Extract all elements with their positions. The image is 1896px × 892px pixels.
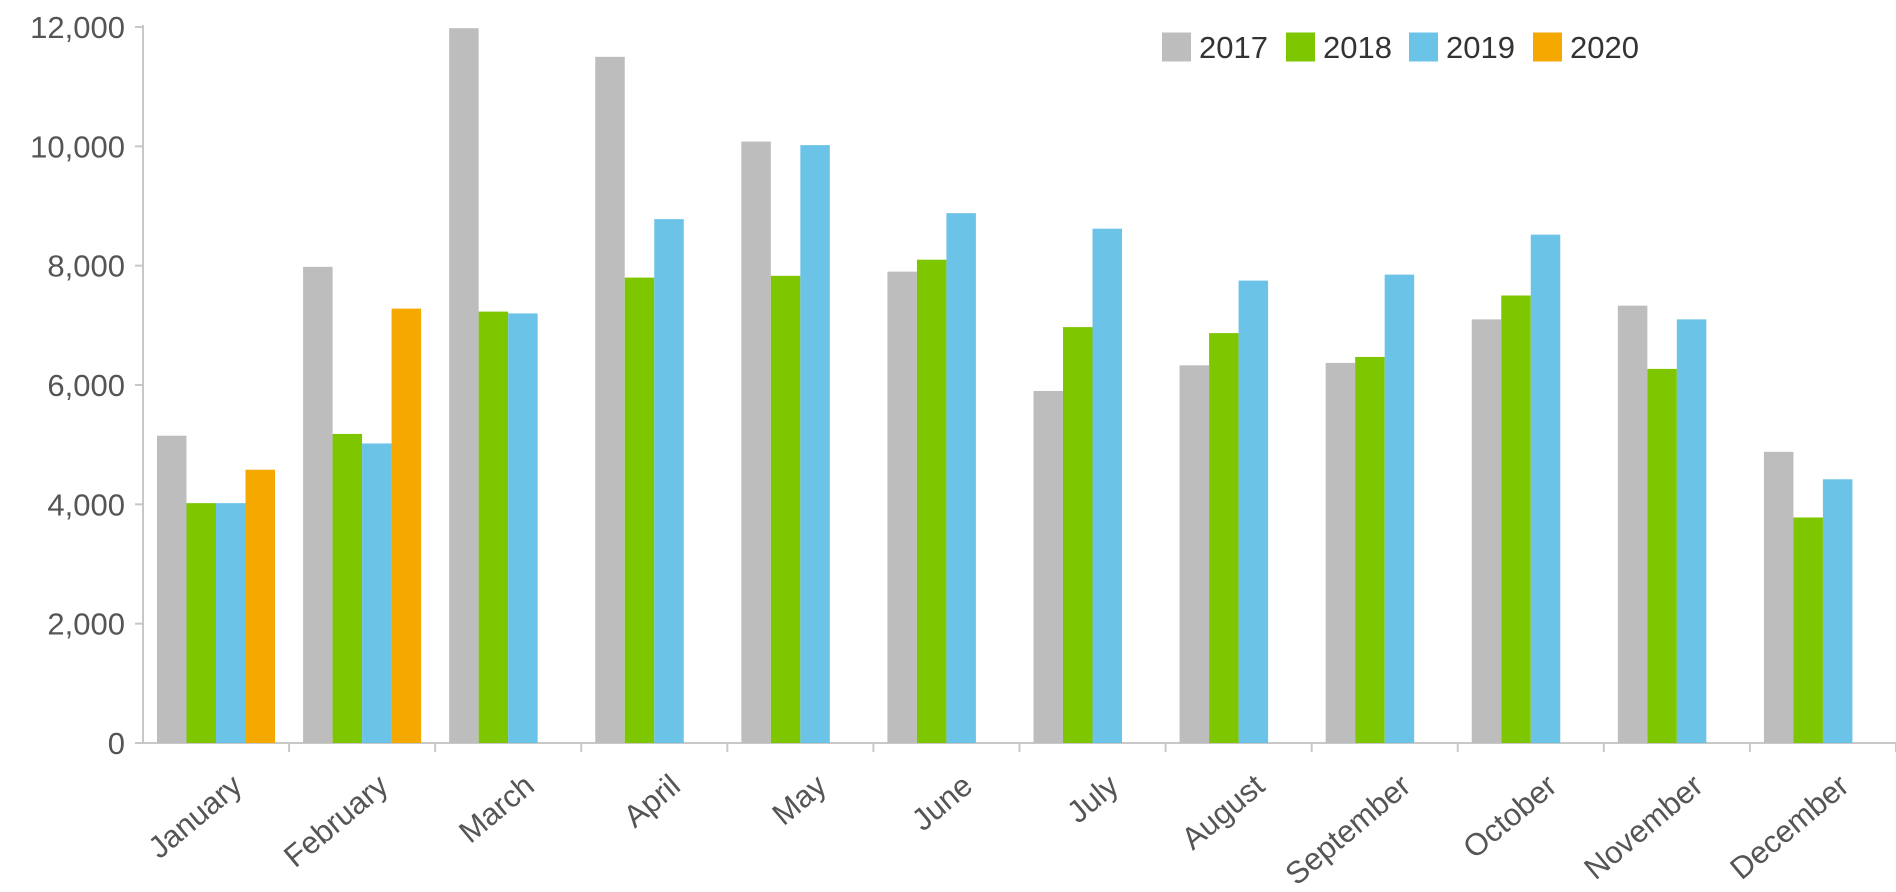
x-tick-label: January bbox=[142, 767, 249, 865]
legend-item-2017: 2017 bbox=[1162, 30, 1268, 65]
bar-2020-february bbox=[391, 308, 422, 743]
y-axis: 0 2,000 4,000 6,000 8,000 10,000 12,000 bbox=[30, 10, 144, 761]
bar-2018-march bbox=[478, 311, 509, 743]
x-tick-label: August bbox=[1175, 767, 1272, 856]
bar-2017-may bbox=[741, 141, 771, 743]
x-tick-label: October bbox=[1456, 768, 1563, 866]
bar-2017-february bbox=[303, 266, 333, 743]
x-tick-label: September bbox=[1279, 768, 1418, 892]
bar-2019-april bbox=[654, 219, 684, 744]
legend-swatch bbox=[1533, 32, 1562, 62]
bar-2018-april bbox=[624, 277, 655, 743]
bar-2018-july bbox=[1063, 327, 1093, 743]
x-tick-label: November bbox=[1577, 768, 1709, 887]
bar-2018-january bbox=[186, 503, 216, 743]
y-tick-label: 12,000 bbox=[30, 10, 125, 45]
bar-2019-november bbox=[1676, 319, 1707, 743]
bar-2017-august bbox=[1179, 365, 1210, 743]
bar-2018-august bbox=[1209, 333, 1239, 743]
legend: 2017 2018 2019 2020 bbox=[1162, 30, 1639, 65]
bar-2017-july bbox=[1033, 390, 1063, 743]
bar-2018-october bbox=[1501, 295, 1531, 743]
bar-2017-march bbox=[449, 28, 479, 743]
bar-2018-september bbox=[1355, 356, 1385, 743]
legend-swatch bbox=[1286, 32, 1315, 62]
bar-2019-june bbox=[946, 213, 976, 743]
y-tick-label: 2,000 bbox=[47, 607, 125, 642]
bar-2019-september bbox=[1384, 274, 1415, 743]
bar-2019-january bbox=[216, 503, 246, 743]
bar-2019-october bbox=[1530, 234, 1561, 743]
legend-label: 2017 bbox=[1199, 30, 1268, 65]
bar-2019-july bbox=[1092, 228, 1122, 743]
bar-2017-january bbox=[157, 435, 187, 743]
bar-2019-february bbox=[362, 443, 392, 743]
bar-2019-march bbox=[508, 313, 538, 743]
legend-item-2018: 2018 bbox=[1286, 30, 1392, 65]
y-tick-label: 10,000 bbox=[30, 129, 125, 164]
bar-2017-december bbox=[1763, 451, 1794, 743]
legend-item-2020: 2020 bbox=[1533, 30, 1639, 65]
legend-label: 2020 bbox=[1570, 30, 1639, 65]
bar-2019-may bbox=[800, 145, 830, 743]
y-tick-label: 4,000 bbox=[47, 487, 125, 522]
bar-2018-november bbox=[1647, 368, 1677, 743]
bars bbox=[157, 28, 1853, 744]
bar-2019-august bbox=[1238, 280, 1269, 743]
x-tick-label: May bbox=[766, 767, 834, 832]
bar-2018-june bbox=[916, 259, 947, 743]
bar-2017-april bbox=[595, 56, 625, 744]
bar-2017-november bbox=[1617, 305, 1648, 743]
bar-2018-december bbox=[1793, 517, 1823, 743]
y-tick-label: 6,000 bbox=[47, 368, 125, 403]
y-tick-label: 8,000 bbox=[47, 249, 125, 284]
legend-label: 2019 bbox=[1446, 30, 1515, 65]
x-tick-label: June bbox=[905, 768, 979, 838]
bar-2019-december bbox=[1822, 479, 1853, 743]
legend-item-2019: 2019 bbox=[1409, 30, 1515, 65]
bar-2017-september bbox=[1325, 362, 1356, 743]
x-tick-label: March bbox=[452, 768, 540, 850]
legend-swatch bbox=[1162, 32, 1191, 62]
bar-2020-january bbox=[245, 469, 275, 743]
bar-2018-may bbox=[770, 275, 801, 743]
x-tick-label: December bbox=[1723, 768, 1855, 887]
x-tick-label: July bbox=[1060, 767, 1125, 830]
bar-2017-june bbox=[887, 271, 917, 743]
bar-2018-february bbox=[332, 433, 363, 743]
x-axis: January February March April May June July Augu… bbox=[142, 742, 1896, 892]
x-tick-label: April bbox=[617, 768, 687, 835]
legend-swatch bbox=[1409, 32, 1438, 62]
legend-label: 2018 bbox=[1323, 30, 1392, 65]
bar-2017-october bbox=[1471, 319, 1502, 743]
x-tick-label: February bbox=[277, 767, 395, 874]
y-tick-label: 0 bbox=[108, 726, 125, 761]
